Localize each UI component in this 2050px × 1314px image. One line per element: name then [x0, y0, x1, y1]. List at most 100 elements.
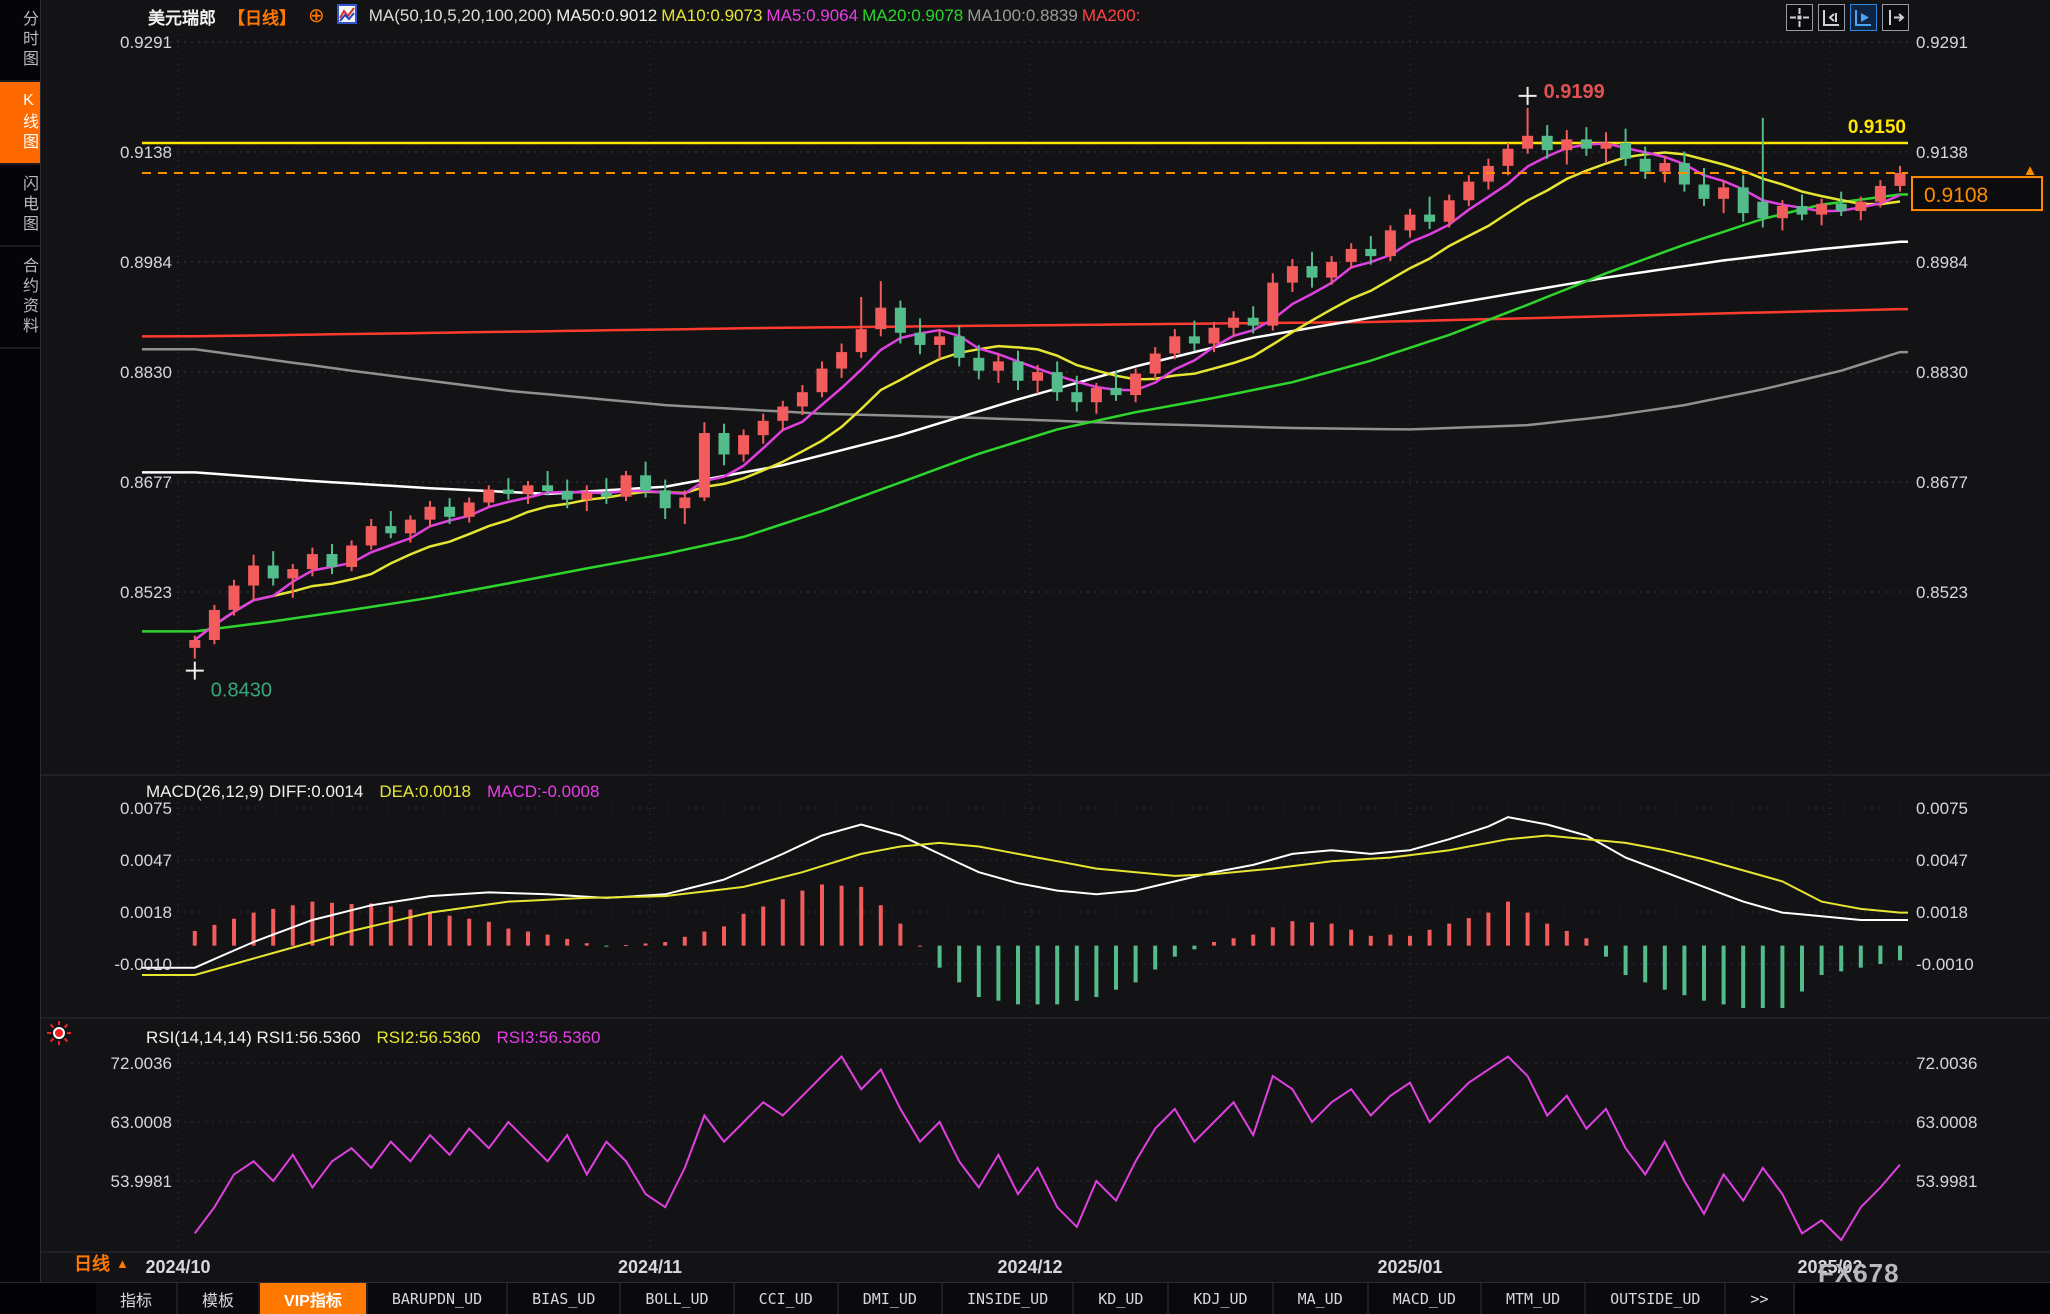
candle[interactable] — [208, 609, 220, 640]
candle[interactable] — [1051, 372, 1063, 393]
crosshair-tool-icon[interactable] — [1786, 4, 1813, 31]
candle[interactable] — [1071, 392, 1083, 403]
candle[interactable] — [365, 526, 377, 546]
candle[interactable] — [1306, 266, 1318, 278]
indicator-tab-boll_ud[interactable]: BOLL_UD — [621, 1283, 735, 1314]
candle[interactable] — [1326, 261, 1338, 278]
indicator-tab-barupdn_ud[interactable]: BARUPDN_UD — [367, 1283, 509, 1314]
candle[interactable] — [306, 554, 318, 570]
candle[interactable] — [287, 569, 299, 579]
candle[interactable] — [659, 490, 671, 509]
candle[interactable] — [189, 639, 201, 648]
candle[interactable] — [1032, 372, 1044, 381]
candle[interactable] — [1169, 336, 1181, 354]
indicator-tab-ma_ud[interactable]: MA_UD — [1273, 1283, 1369, 1314]
indicator-tab-cci_ud[interactable]: CCI_UD — [734, 1283, 839, 1314]
candle[interactable] — [1443, 200, 1455, 222]
sidebar-tab-4[interactable]: 合约资料 — [0, 247, 40, 349]
candle[interactable] — [1737, 187, 1749, 214]
axis-play-icon[interactable] — [1850, 4, 1877, 31]
mini-chart-icon[interactable] — [336, 3, 357, 29]
candle[interactable] — [738, 435, 750, 455]
candle[interactable] — [1247, 317, 1259, 326]
candle[interactable] — [992, 361, 1004, 371]
candle[interactable] — [1188, 336, 1200, 344]
candle[interactable] — [1835, 203, 1847, 212]
candle[interactable] — [248, 565, 260, 586]
candle[interactable] — [267, 565, 279, 579]
indicator-tab-inside_ud[interactable]: INSIDE_UD — [942, 1283, 1075, 1314]
add-indicator-icon[interactable]: ⊕ — [308, 5, 325, 27]
indicator-tab-kd_ud[interactable]: KD_UD — [1074, 1283, 1170, 1314]
candle[interactable] — [1561, 139, 1573, 151]
candle[interactable] — [561, 491, 573, 500]
candle[interactable] — [1365, 248, 1377, 257]
candle[interactable] — [1208, 327, 1220, 344]
indicator-tab-bias_ud[interactable]: BIAS_UD — [508, 1283, 622, 1314]
candle[interactable] — [953, 336, 965, 358]
sidebar-tab-2[interactable]: K线图 — [0, 82, 40, 165]
candle[interactable] — [542, 485, 554, 492]
candle[interactable] — [1659, 163, 1671, 172]
candle[interactable] — [1620, 142, 1632, 159]
candle[interactable] — [777, 406, 789, 421]
candle[interactable] — [875, 307, 887, 330]
candle[interactable] — [1541, 135, 1553, 151]
candle[interactable] — [855, 329, 867, 353]
candle[interactable] — [444, 506, 456, 517]
candle[interactable] — [1502, 148, 1514, 166]
candle[interactable] — [1874, 185, 1886, 202]
candle[interactable] — [698, 433, 710, 498]
candle[interactable] — [424, 506, 436, 520]
candle[interactable] — [385, 526, 397, 534]
indicator-tab-outside_ud[interactable]: OUTSIDE_UD — [1586, 1283, 1727, 1314]
candle[interactable] — [1012, 361, 1024, 381]
candle[interactable] — [1816, 203, 1828, 215]
candle[interactable] — [1796, 205, 1808, 215]
axis-shift-icon[interactable] — [1882, 4, 1909, 31]
candle[interactable] — [757, 420, 769, 436]
candle[interactable] — [581, 492, 593, 500]
candle[interactable] — [796, 392, 808, 407]
candle[interactable] — [1463, 181, 1475, 201]
candle[interactable] — [1267, 282, 1279, 326]
candle[interactable] — [1286, 266, 1298, 283]
candle[interactable] — [1149, 353, 1161, 374]
candles-layer[interactable] — [189, 107, 1906, 659]
candle[interactable] — [973, 357, 985, 371]
candle[interactable] — [1855, 201, 1867, 212]
alert-icon[interactable] — [46, 1020, 72, 1051]
indicator-tab-[interactable]: 指标 — [96, 1283, 179, 1314]
indicator-tab-[interactable]: >> — [1726, 1283, 1795, 1314]
candle[interactable] — [1404, 214, 1416, 231]
indicator-tab-[interactable]: 模板 — [178, 1283, 261, 1314]
candle[interactable] — [816, 368, 828, 393]
period-selector[interactable]: 日线 ▲ — [74, 1250, 129, 1276]
candle[interactable] — [1698, 184, 1710, 199]
candle[interactable] — [483, 489, 495, 503]
candle[interactable] — [1600, 142, 1612, 149]
candle[interactable] — [228, 585, 240, 610]
axis-compress-icon[interactable] — [1818, 4, 1845, 31]
indicator-tab-vip[interactable]: VIP指标 — [260, 1283, 368, 1314]
indicator-tab-dmi_ud[interactable]: DMI_UD — [838, 1283, 943, 1314]
candle[interactable] — [718, 433, 730, 455]
indicator-tab-kdj_ud[interactable]: KDJ_UD — [1169, 1283, 1274, 1314]
candle[interactable] — [1130, 373, 1142, 396]
candle[interactable] — [894, 307, 906, 333]
candle[interactable] — [326, 554, 338, 567]
candle[interactable] — [1894, 173, 1906, 186]
candle[interactable] — [463, 502, 475, 517]
candle[interactable] — [836, 352, 848, 369]
candle[interactable] — [346, 545, 358, 567]
candle[interactable] — [1776, 205, 1788, 219]
candle[interactable] — [1424, 214, 1436, 222]
sidebar-tab-1[interactable]: 分时图 — [0, 0, 40, 82]
candle[interactable] — [1228, 317, 1240, 328]
candle[interactable] — [1639, 158, 1651, 172]
candle[interactable] — [1580, 139, 1592, 149]
candle[interactable] — [502, 489, 514, 494]
candle[interactable] — [600, 492, 612, 497]
candle[interactable] — [1718, 187, 1730, 199]
